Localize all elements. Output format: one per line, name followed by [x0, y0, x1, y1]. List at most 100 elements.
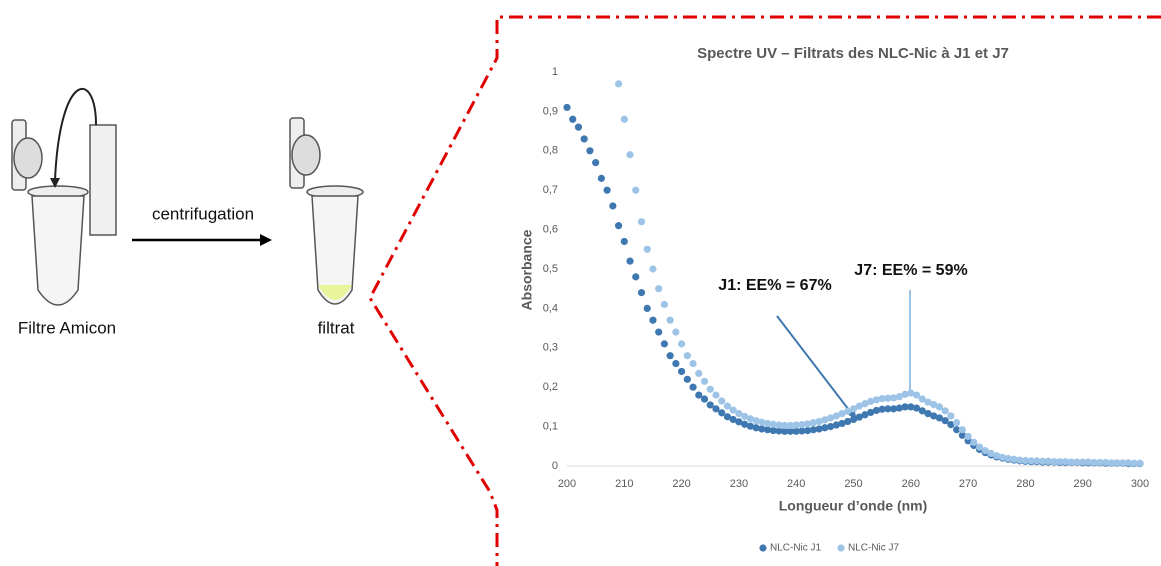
- point: [660, 340, 669, 348]
- point: [958, 431, 966, 439]
- point: [993, 452, 1001, 460]
- point: [884, 394, 892, 402]
- point: [798, 427, 806, 435]
- y-tick-label: 0,7: [543, 184, 558, 196]
- y-tick-label: 0,5: [543, 263, 558, 275]
- point: [637, 289, 646, 297]
- y-tick-label: 0,3: [543, 342, 558, 354]
- point: [775, 427, 783, 435]
- x-tick-label: 230: [730, 478, 748, 490]
- x-tick-label: 270: [959, 478, 977, 490]
- point: [632, 186, 640, 194]
- legend-label: NLC-Nic J7: [848, 543, 900, 554]
- x-tick-label: 240: [787, 478, 805, 490]
- point: [712, 391, 720, 399]
- point: [890, 394, 898, 402]
- point: [626, 151, 634, 159]
- point: [775, 421, 783, 429]
- point: [1056, 458, 1064, 466]
- point: [752, 417, 760, 425]
- y-tick-label: 0,9: [543, 105, 558, 117]
- amicon-filter: [11, 87, 117, 306]
- point: [930, 412, 938, 420]
- point: [723, 413, 732, 421]
- point: [941, 417, 949, 425]
- point: [597, 174, 605, 182]
- zoom-frame: [368, 15, 1161, 566]
- point: [563, 103, 571, 112]
- point: [706, 385, 714, 393]
- point: [867, 397, 875, 405]
- point: [964, 432, 972, 441]
- x-tick-label: 210: [615, 478, 633, 490]
- point: [592, 159, 600, 167]
- point: [804, 420, 812, 428]
- point: [1061, 458, 1070, 466]
- point: [586, 147, 594, 155]
- point: [695, 391, 703, 399]
- point: [975, 443, 984, 451]
- point: [861, 400, 869, 408]
- point: [947, 421, 955, 429]
- point: [741, 412, 749, 420]
- x-tick-label: 200: [558, 478, 576, 490]
- point: [1107, 459, 1115, 467]
- point: [569, 115, 577, 123]
- point: [672, 328, 680, 336]
- point: [878, 395, 886, 403]
- point: [844, 407, 852, 415]
- point: [741, 420, 749, 428]
- point: [1090, 458, 1098, 467]
- filtrate-tube: [289, 117, 364, 305]
- point: [746, 415, 754, 423]
- point: [826, 423, 835, 431]
- annotation: J7: EE% = 59%: [854, 262, 967, 279]
- point: [763, 419, 772, 428]
- point: [832, 412, 840, 420]
- point: [918, 395, 926, 403]
- point: [1073, 458, 1081, 466]
- point: [700, 377, 709, 385]
- point: [1096, 458, 1104, 467]
- point: [901, 403, 909, 411]
- point: [781, 427, 789, 435]
- x-tick-label: 250: [844, 478, 862, 490]
- point: [769, 426, 777, 435]
- point: [907, 403, 915, 411]
- point: [706, 401, 714, 409]
- point: [924, 398, 932, 406]
- legend-label: NLC-Nic J1: [770, 543, 822, 554]
- point: [574, 123, 583, 131]
- point: [632, 273, 640, 281]
- point: [935, 403, 944, 411]
- point: [637, 218, 646, 226]
- point: [758, 425, 766, 433]
- point: [935, 414, 944, 422]
- point: [735, 418, 743, 426]
- point: [918, 407, 926, 415]
- point: [723, 402, 732, 410]
- point: [683, 352, 691, 360]
- point: [678, 340, 686, 348]
- point: [1033, 457, 1041, 465]
- point: [958, 426, 966, 434]
- point: [804, 426, 812, 435]
- point: [769, 420, 777, 428]
- point: [620, 115, 628, 123]
- point: [815, 425, 823, 433]
- point: [930, 400, 938, 409]
- point: [1130, 459, 1138, 467]
- point: [763, 426, 772, 434]
- point: [953, 419, 961, 427]
- point: [1079, 458, 1087, 466]
- point: [712, 405, 720, 413]
- point: [689, 383, 697, 391]
- point: [981, 447, 989, 455]
- point: [941, 407, 949, 415]
- label-centrifugation: centrifugation: [152, 204, 254, 223]
- point: [821, 416, 829, 424]
- point: [746, 422, 754, 430]
- point: [901, 390, 909, 398]
- point: [1027, 457, 1035, 465]
- point: [655, 285, 663, 293]
